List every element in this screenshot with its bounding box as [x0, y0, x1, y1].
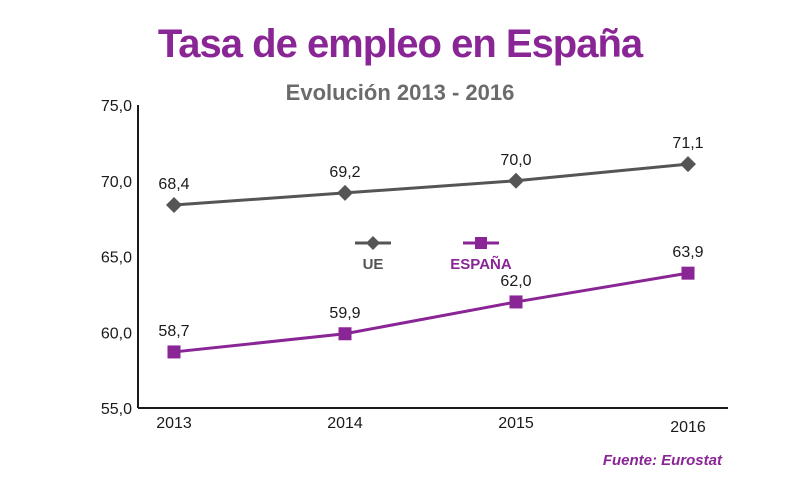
y-tick-label: 60,0: [101, 325, 132, 342]
data-point-diamond: [508, 172, 524, 189]
y-tick-label: 55,0: [101, 401, 132, 418]
x-tick-label: 2015: [498, 415, 534, 432]
legend-label: UE: [363, 256, 384, 273]
x-tick-label: 2013: [156, 415, 192, 432]
x-tick-label: 2016: [670, 419, 706, 436]
legend-diamond-icon: [366, 236, 380, 250]
axes: 55,0 60,0 65,0 70,0 75,0 2013 2014 2015 2016: [101, 98, 728, 436]
data-label: 68,4: [158, 176, 189, 193]
chart-subtitle: Evolución 2013 - 2016: [285, 80, 515, 105]
data-point-diamond: [680, 156, 696, 173]
data-point-square: [681, 266, 695, 280]
series-layer: 68,4 69,2 70,0 71,1 58,7 59,9 62,0 63,9: [158, 135, 704, 359]
data-label: 62,0: [500, 273, 531, 290]
data-label: 71,1: [672, 135, 703, 152]
data-point-square: [338, 327, 352, 341]
data-point-diamond: [337, 184, 353, 201]
y-tick-label: 70,0: [101, 174, 132, 191]
data-point-square: [167, 345, 181, 359]
series-line-ue: [173, 162, 689, 207]
data-point-diamond: [166, 196, 182, 213]
data-label: 59,9: [329, 305, 360, 322]
x-tick-label: 2014: [327, 415, 363, 432]
legend: UE ESPAÑA: [355, 236, 512, 273]
y-tick-label: 75,0: [101, 98, 132, 115]
legend-square-icon: [475, 237, 487, 249]
data-label: 69,2: [329, 164, 360, 181]
chart-title: Tasa de empleo en España: [157, 22, 643, 66]
data-point-square: [509, 295, 523, 309]
data-label: 63,9: [672, 244, 703, 261]
data-label: 58,7: [158, 323, 189, 340]
data-label: 70,0: [500, 152, 531, 169]
series-line-espana: [173, 271, 689, 354]
legend-label: ESPAÑA: [450, 255, 512, 273]
y-tick-label: 65,0: [101, 250, 132, 267]
source-note: Fuente: Eurostat: [602, 452, 722, 469]
